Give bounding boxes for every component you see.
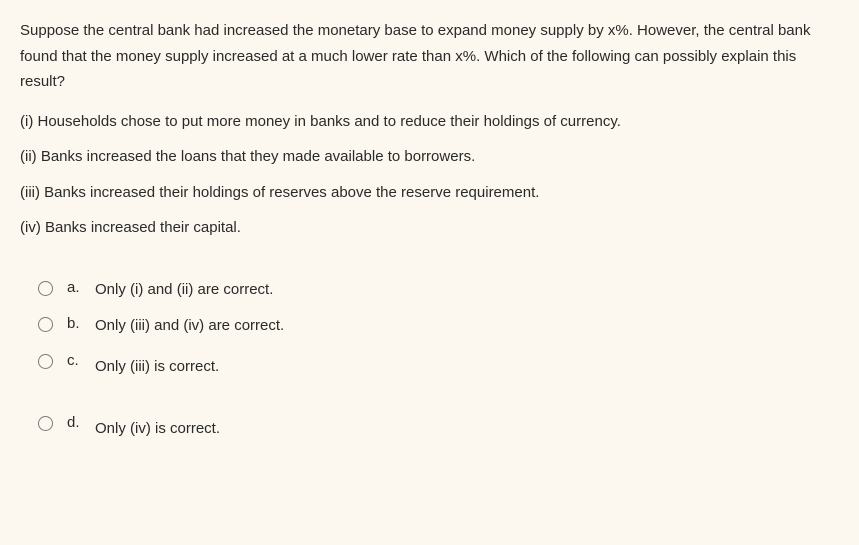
option-d[interactable]: d. Only (iv) is correct. [38,414,839,441]
option-d-text: Only (iv) is correct. [95,414,220,441]
options-container: a. Only (i) and (ii) are correct. b. Onl… [20,279,839,441]
option-b-label: b. [67,315,83,332]
option-a-label: a. [67,279,83,296]
radio-c[interactable] [38,354,53,369]
option-d-label: d. [67,414,83,431]
radio-d[interactable] [38,416,53,431]
option-b-text: Only (iii) and (iv) are correct. [95,315,284,338]
option-a-text: Only (i) and (ii) are correct. [95,279,273,302]
option-c-label: c. [67,352,83,369]
question-stem: Suppose the central bank had increased t… [20,18,839,95]
option-c-text: Only (iii) is correct. [95,352,219,379]
option-b[interactable]: b. Only (iii) and (iv) are correct. [38,315,839,338]
radio-a[interactable] [38,281,53,296]
option-c[interactable]: c. Only (iii) is correct. [38,352,839,379]
statement-iv: (iv) Banks increased their capital. [20,215,839,241]
statement-i: (i) Households chose to put more money i… [20,109,839,135]
statement-ii: (ii) Banks increased the loans that they… [20,144,839,170]
option-a[interactable]: a. Only (i) and (ii) are correct. [38,279,839,302]
radio-b[interactable] [38,317,53,332]
statement-iii: (iii) Banks increased their holdings of … [20,180,839,206]
